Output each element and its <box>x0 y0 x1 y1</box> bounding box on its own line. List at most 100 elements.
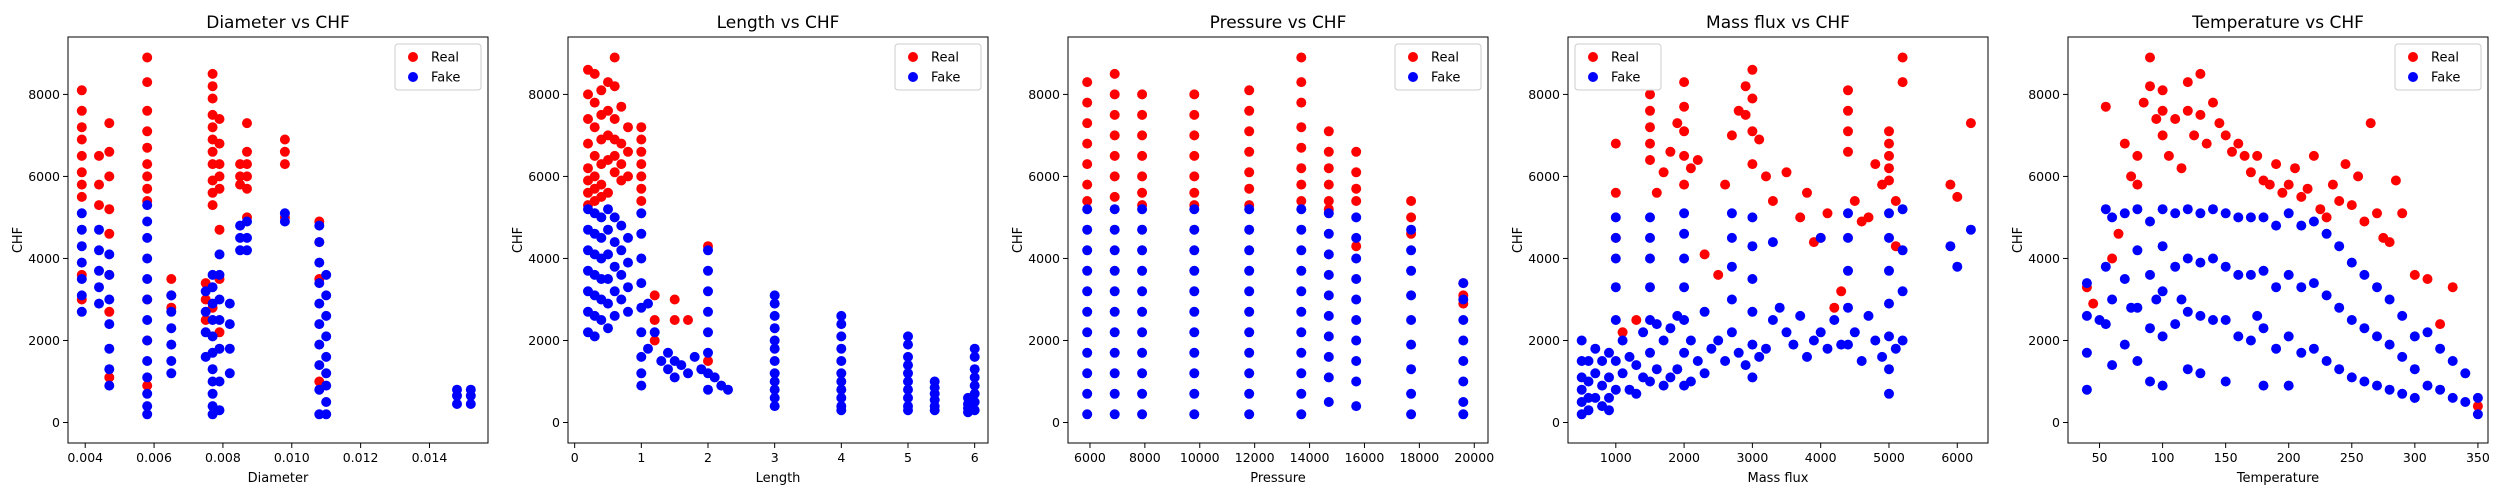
point-real <box>2176 163 2187 174</box>
point-real <box>1082 159 1093 170</box>
point-fake <box>76 306 87 317</box>
point-fake <box>1884 298 1894 309</box>
point-fake <box>1897 245 1908 256</box>
point-real <box>1631 315 1642 325</box>
legend-label-fake: Fake <box>931 71 960 86</box>
point-real <box>1109 171 1120 182</box>
x-tick-label: 0.014 <box>412 450 448 465</box>
point-fake <box>1323 331 1334 342</box>
point-fake <box>836 376 847 387</box>
point-real <box>2271 159 2282 170</box>
point-fake <box>321 310 332 321</box>
point-fake <box>1323 290 1334 301</box>
point-fake <box>1604 392 1614 403</box>
point-fake <box>2334 364 2345 375</box>
point-real <box>1296 77 1307 88</box>
legend-marker-real <box>908 52 918 62</box>
point-fake <box>596 315 607 325</box>
point-fake <box>1296 245 1307 256</box>
point-fake <box>2145 216 2155 227</box>
point-fake <box>1323 310 1334 321</box>
point-real <box>1296 163 1307 174</box>
point-fake <box>836 310 847 321</box>
point-real <box>1109 150 1120 161</box>
point-real <box>1082 179 1093 190</box>
point-fake <box>1843 339 1853 350</box>
point-real <box>1965 118 1976 129</box>
point-fake <box>1082 306 1093 317</box>
point-real <box>1351 146 1362 157</box>
x-tick-label: 2000 <box>1668 450 1700 465</box>
point-real <box>609 150 620 161</box>
point-fake <box>1965 224 1976 235</box>
point-fake <box>1884 364 1894 375</box>
point-fake <box>636 253 647 264</box>
point-fake <box>1733 347 1744 358</box>
legend-marker-fake <box>2408 72 2418 82</box>
x-tick-label: 100 <box>2151 450 2175 465</box>
point-fake <box>903 384 913 395</box>
point-fake <box>643 298 653 309</box>
point-fake <box>703 286 713 297</box>
point-real <box>1870 159 1881 170</box>
point-fake <box>314 409 325 420</box>
point-fake <box>1726 294 1737 305</box>
point-fake <box>1296 265 1307 276</box>
point-fake <box>2460 368 2471 379</box>
point-real <box>1761 171 1771 182</box>
point-real <box>94 200 104 211</box>
point-fake <box>969 380 980 391</box>
point-fake <box>321 380 332 391</box>
point-fake <box>2100 261 2111 272</box>
point-fake <box>1244 327 1255 338</box>
point-fake <box>1849 327 1860 338</box>
point-real <box>1795 212 1806 223</box>
legend-label-fake: Fake <box>431 71 460 86</box>
series-fake <box>76 200 476 420</box>
y-tick-label: 4000 <box>1028 251 1060 266</box>
point-real <box>2422 274 2433 284</box>
point-fake <box>903 331 913 342</box>
point-fake <box>207 364 218 375</box>
point-fake <box>2321 356 2332 366</box>
point-fake <box>142 335 153 346</box>
point-fake <box>321 290 332 301</box>
point-real <box>2290 163 2300 174</box>
point-fake <box>1583 356 1594 366</box>
point-fake <box>2132 204 2143 215</box>
legend-marker-fake <box>908 72 918 82</box>
point-fake <box>1726 208 1737 219</box>
point-fake <box>1458 278 1469 289</box>
point-fake <box>1323 372 1334 383</box>
point-fake <box>1610 282 1621 293</box>
point-real <box>1109 130 1120 141</box>
point-real <box>2107 253 2118 264</box>
x-tick-label: 2 <box>704 450 712 465</box>
point-fake <box>2220 208 2231 219</box>
legend-marker-real <box>408 52 418 62</box>
x-axis-label: Length <box>756 471 801 486</box>
y-tick-label: 4000 <box>28 251 60 266</box>
point-real <box>1137 150 1148 161</box>
point-fake <box>1610 384 1621 395</box>
point-fake <box>1679 282 1690 293</box>
point-fake <box>104 249 115 260</box>
point-real <box>1822 208 1833 219</box>
x-tick-label: 150 <box>2214 450 2238 465</box>
x-tick-label: 6000 <box>1074 450 1106 465</box>
point-fake <box>1645 376 1655 387</box>
point-real <box>636 122 647 133</box>
point-fake <box>2252 310 2263 321</box>
point-fake <box>1244 265 1255 276</box>
point-real <box>2397 208 2408 219</box>
point-fake <box>1583 376 1594 387</box>
point-real <box>1645 122 1655 133</box>
point-fake <box>104 380 115 391</box>
point-fake <box>969 364 980 375</box>
point-fake <box>1890 343 1901 354</box>
point-real <box>1747 159 1758 170</box>
point-real <box>636 196 647 206</box>
y-tick-label: 2000 <box>1528 333 1560 348</box>
point-real <box>76 191 87 202</box>
point-real <box>1692 155 1703 165</box>
